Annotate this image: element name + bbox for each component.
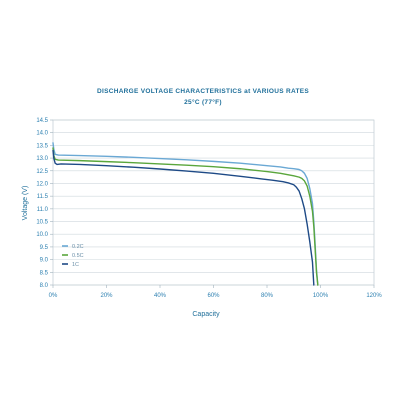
- y-axis-label: Voltage (V): [22, 186, 29, 221]
- legend-label: 0.2C: [72, 244, 84, 250]
- y-tick-label: 12.0: [36, 181, 48, 187]
- x-tick-label: 120%: [366, 293, 382, 299]
- y-tick-label: 8.5: [40, 270, 49, 276]
- grid: [53, 119, 374, 286]
- x-tick-label: 60%: [207, 293, 220, 299]
- y-tick-label: 13.5: [36, 143, 48, 149]
- x-axis-ticks: 0% 20% 40% 60% 80% 100% 120%: [49, 285, 382, 299]
- y-tick-label: 12.5: [36, 169, 48, 175]
- y-tick-label: 9.5: [40, 245, 49, 251]
- x-axis-label: Capacity: [192, 311, 220, 318]
- legend-label: 0.5C: [72, 253, 84, 259]
- chart-subtitle: 25°C (77°F): [184, 98, 222, 106]
- series-line-1c: [52, 149, 315, 286]
- x-tick-label: 40%: [154, 293, 167, 299]
- y-tick-label: 11.5: [37, 194, 49, 200]
- legend-label: 1C: [72, 262, 79, 268]
- y-tick-label: 9.0: [40, 258, 49, 264]
- series-layer: [52, 142, 319, 286]
- series-line-02c: [52, 142, 319, 286]
- y-tick-label: 14.0: [36, 131, 48, 137]
- x-tick-label: 20%: [100, 293, 113, 299]
- y-axis-ticks: 14.5 14.0 13.5 13.0 12.5 12.0 11.5 11.0 10.5 10.0…: [36, 118, 53, 289]
- y-tick-label: 14.5: [36, 118, 48, 124]
- chart-title: DISCHARGE VOLTAGE CHARACTERISTICS at VAR…: [97, 88, 309, 95]
- y-tick-label: 11.0: [37, 207, 49, 213]
- x-tick-label: 80%: [261, 293, 274, 299]
- series-line-05c: [52, 147, 319, 286]
- x-tick-label: 0%: [49, 293, 58, 299]
- legend: 0.2C 0.5C 1C: [62, 244, 84, 268]
- y-tick-label: 10.5: [36, 220, 48, 226]
- y-tick-label: 10.0: [36, 232, 48, 238]
- y-tick-label: 13.0: [36, 156, 48, 162]
- x-tick-label: 100%: [313, 293, 329, 299]
- plot-frame: [52, 119, 375, 286]
- y-tick-label: 8.0: [40, 283, 49, 289]
